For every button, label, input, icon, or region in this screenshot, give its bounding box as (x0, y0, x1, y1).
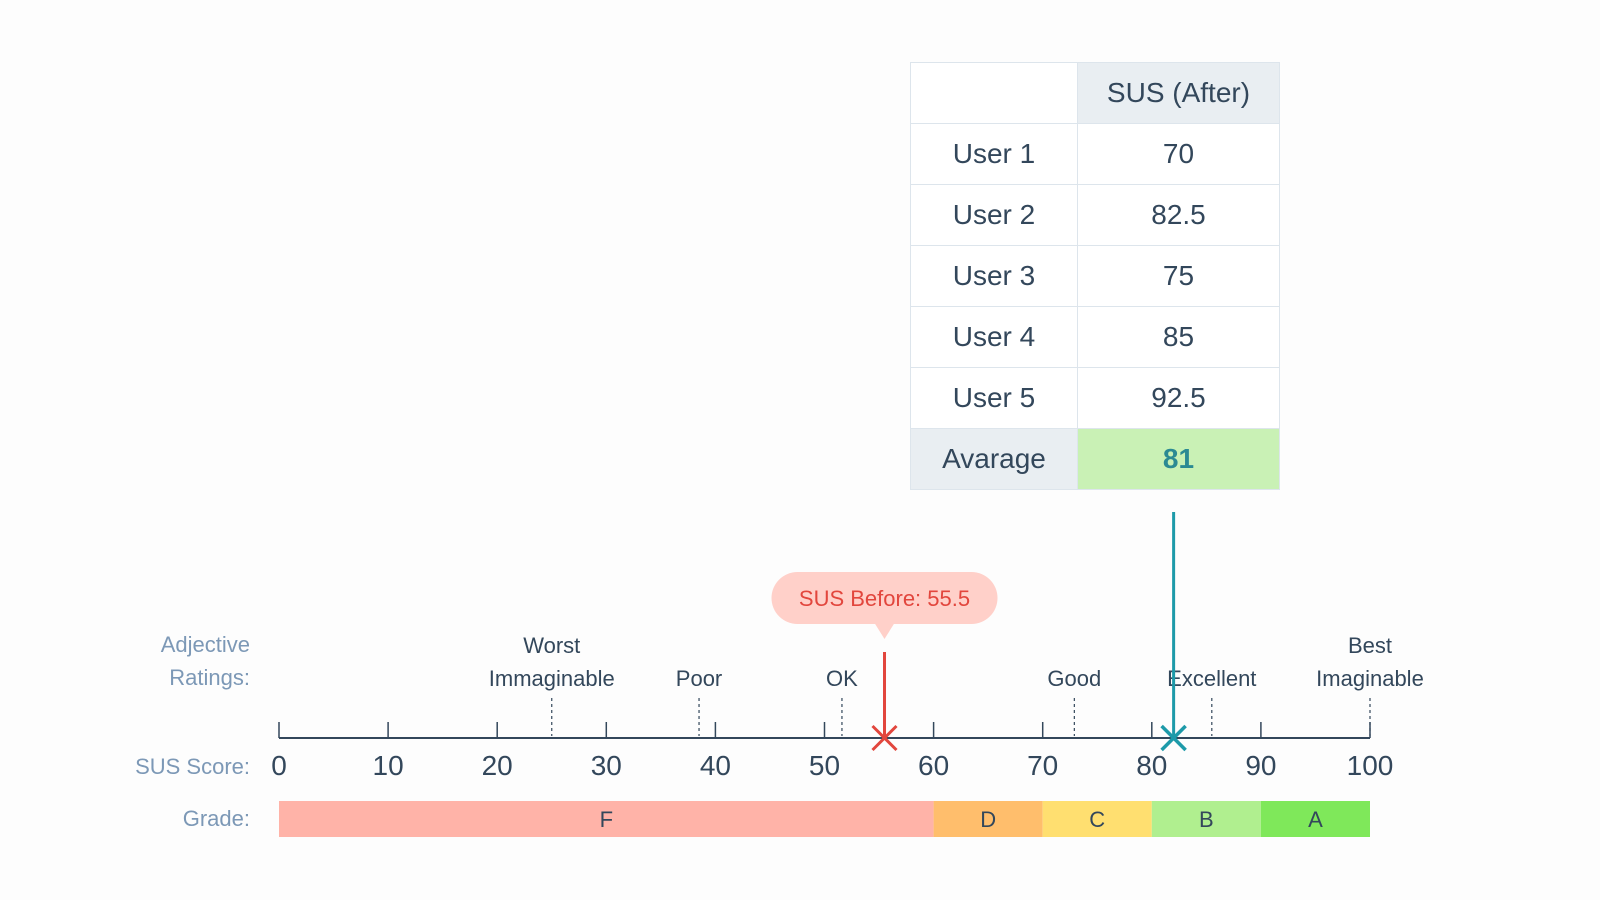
user-score-cell: 92.5 (1077, 367, 1280, 429)
grade-segment (1042, 801, 1152, 837)
axis-tick-label: 30 (591, 750, 622, 781)
user-label-cell: User 2 (910, 184, 1078, 246)
user-label-cell: User 1 (910, 123, 1078, 185)
grade-segment-label: C (1089, 807, 1105, 832)
axis-tick-label: 0 (271, 750, 287, 781)
sus-after-cross (1160, 724, 1187, 752)
grade-segment (1260, 801, 1370, 837)
table-row: User 5 92.5 (910, 367, 1280, 429)
grade-segment-label: D (980, 807, 996, 832)
user-label-cell: User 5 (910, 367, 1078, 429)
adjective-label: Excellent (1167, 666, 1256, 691)
grade-segment-label: A (1308, 807, 1323, 832)
user-score-cell: 85 (1077, 306, 1280, 368)
grade-label: Grade: (183, 806, 250, 831)
table-row: User 3 75 (910, 245, 1280, 307)
grade-segment (279, 801, 934, 837)
table-row: User 1 70 (910, 123, 1280, 185)
user-score-cell: 82.5 (1077, 184, 1280, 246)
adjective-ratings-label-line: Adjective (161, 632, 250, 657)
sus-before-label: SUS Before: 55.5 (799, 586, 970, 611)
adjective-label: Imaginable (1316, 666, 1424, 691)
sus-before-cross (871, 724, 898, 752)
adjective-label: Poor (676, 666, 722, 691)
grade-segment (933, 801, 1043, 837)
axis-tick-label: 20 (482, 750, 513, 781)
user-score-cell: 75 (1077, 245, 1280, 307)
axis-tick-label: 70 (1027, 750, 1058, 781)
sus-after-table: SUS (After) User 1 70 User 2 82.5 User 3 75 Use… (910, 62, 1280, 490)
table-average-row: Avarage 81 (910, 428, 1280, 490)
axis-tick-label: 90 (1245, 750, 1276, 781)
adjective-label: Best (1348, 633, 1392, 658)
average-score-cell: 81 (1077, 428, 1280, 490)
table-row: User 2 82.5 (910, 184, 1280, 246)
sus-score-label: SUS Score: (135, 754, 250, 779)
adjective-label: Good (1047, 666, 1101, 691)
axis-tick-label: 10 (373, 750, 404, 781)
axis-tick-label: 80 (1136, 750, 1167, 781)
user-label-cell: User 3 (910, 245, 1078, 307)
grade-segment-label: B (1199, 807, 1214, 832)
sus-before-bubble-pointer (874, 623, 895, 639)
user-score-cell: 70 (1077, 123, 1280, 185)
axis-tick-label: 50 (809, 750, 840, 781)
adjective-label: Immaginable (489, 666, 615, 691)
axis-tick-label: 60 (918, 750, 949, 781)
axis-tick-label: 40 (700, 750, 731, 781)
adjective-label: OK (826, 666, 858, 691)
adjective-ratings-label-line: Ratings: (169, 665, 250, 690)
axis-tick-label: 100 (1347, 750, 1394, 781)
grade-segment-label: F (600, 807, 613, 832)
table-header-empty (910, 62, 1078, 124)
grade-segment (1151, 801, 1261, 837)
sus-before-bubble (771, 572, 998, 624)
average-label-cell: Avarage (910, 428, 1078, 490)
adjective-label: Worst (523, 633, 580, 658)
